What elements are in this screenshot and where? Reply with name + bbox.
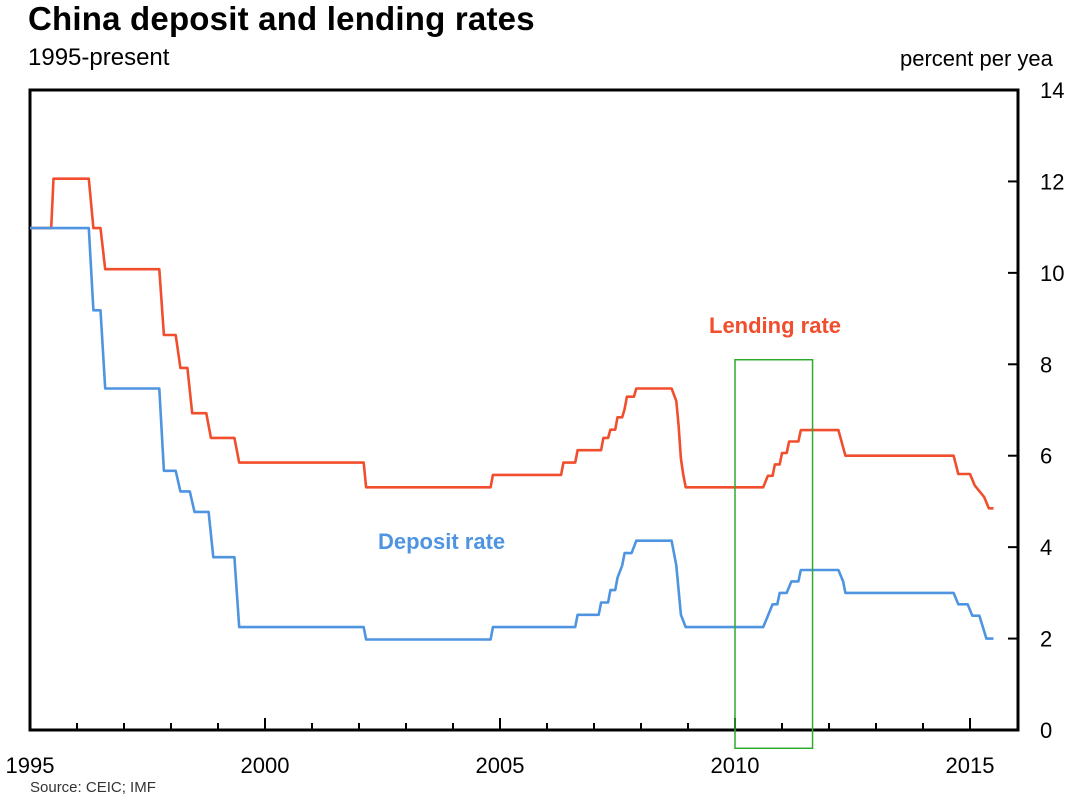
highlight-box <box>734 358 814 750</box>
y-tick-label: 12 <box>1040 169 1064 194</box>
y-tick-label: 4 <box>1040 535 1052 560</box>
series-layer <box>30 177 994 641</box>
deposit-rate-line <box>30 226 994 641</box>
y-tick-label: 0 <box>1040 718 1052 743</box>
y-axis-ticks: 0 2 4 6 8 10 12 14 <box>1008 78 1064 743</box>
source-note: Source: CEIC; IMF <box>30 779 156 796</box>
x-tick-label: 2005 <box>476 753 525 778</box>
y-tick-label: 6 <box>1040 444 1052 469</box>
x-major-ticks: 1995 2000 2005 2010 2015 <box>6 718 995 778</box>
chart-subtitle: 1995-present <box>28 44 170 71</box>
x-minor-ticks <box>76 723 924 730</box>
x-tick-label: 2000 <box>241 753 290 778</box>
y-tick-label: 14 <box>1040 78 1064 103</box>
lending-rate-label: Lending rate <box>709 313 841 338</box>
chart-title: China deposit and lending rates <box>28 0 535 37</box>
lending-rate-line <box>30 177 994 510</box>
x-tick-label: 2010 <box>711 753 760 778</box>
y-tick-label: 8 <box>1040 352 1052 377</box>
x-tick-label: 2015 <box>946 753 995 778</box>
plot-frame <box>28 88 1020 732</box>
x-tick-label: 1995 <box>6 753 55 778</box>
y-tick-label: 2 <box>1040 627 1052 652</box>
deposit-rate-label: Deposit rate <box>378 529 505 554</box>
y-axis-unit-label: percent per yea <box>900 46 1053 71</box>
y-tick-label: 10 <box>1040 261 1064 286</box>
